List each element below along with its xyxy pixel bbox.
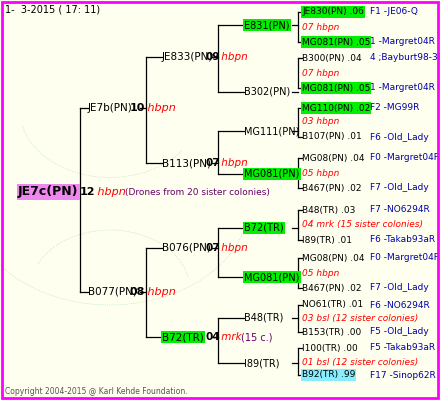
- Text: hbpn: hbpn: [94, 187, 126, 197]
- Text: B92(TR) .99: B92(TR) .99: [302, 370, 356, 380]
- Text: 12: 12: [80, 187, 95, 197]
- Text: MG081(PN): MG081(PN): [244, 272, 299, 282]
- Text: hbpn: hbpn: [218, 243, 248, 253]
- Text: hbpn: hbpn: [218, 158, 248, 168]
- Text: B72(TR): B72(TR): [244, 223, 284, 233]
- Text: 03 hbpn: 03 hbpn: [302, 118, 339, 126]
- Text: MG110(PN) .02: MG110(PN) .02: [302, 104, 370, 112]
- Text: 08: 08: [130, 287, 145, 297]
- Text: F7 -Old_Lady: F7 -Old_Lady: [370, 184, 429, 192]
- Text: 04 mrk (15 sister colonies): 04 mrk (15 sister colonies): [302, 220, 423, 230]
- Text: I100(TR) .00: I100(TR) .00: [302, 344, 358, 352]
- Text: F7 -Old_Lady: F7 -Old_Lady: [370, 284, 429, 292]
- Text: 03 bsl (12 sister colonies): 03 bsl (12 sister colonies): [302, 314, 418, 322]
- Text: B077(PN): B077(PN): [88, 287, 137, 297]
- Text: mrk: mrk: [218, 332, 242, 342]
- Text: MG081(PN) .05: MG081(PN) .05: [302, 84, 370, 92]
- Text: 1 -Margret04R: 1 -Margret04R: [370, 84, 435, 92]
- Text: 1-  3-2015 ( 17: 11): 1- 3-2015 ( 17: 11): [5, 5, 100, 15]
- Text: F1 -JE06-Q: F1 -JE06-Q: [370, 8, 418, 16]
- Text: 4 ;Bayburt98-3R: 4 ;Bayburt98-3R: [370, 54, 440, 62]
- Text: I89(TR) .01: I89(TR) .01: [302, 236, 352, 244]
- Text: hbpn: hbpn: [144, 103, 176, 113]
- Text: MG08(PN) .04: MG08(PN) .04: [302, 154, 364, 162]
- Text: 07 hbpn: 07 hbpn: [302, 68, 339, 78]
- Text: 10: 10: [130, 103, 145, 113]
- Text: B113(PN): B113(PN): [162, 158, 211, 168]
- Text: MG081(PN) .05: MG081(PN) .05: [302, 38, 370, 46]
- Text: MG111(PN): MG111(PN): [244, 126, 299, 136]
- Text: E831(PN): E831(PN): [244, 20, 290, 30]
- Text: 05 hbpn: 05 hbpn: [302, 268, 339, 278]
- Text: B467(PN) .02: B467(PN) .02: [302, 184, 362, 192]
- Text: F17 -Sinop62R: F17 -Sinop62R: [370, 370, 436, 380]
- Text: F0 -Margret04R: F0 -Margret04R: [370, 154, 440, 162]
- Text: 09: 09: [205, 52, 220, 62]
- Text: B72(TR): B72(TR): [162, 332, 204, 342]
- Text: 07: 07: [205, 243, 220, 253]
- Text: JE833(PN): JE833(PN): [162, 52, 213, 62]
- Text: F6 -Takab93aR: F6 -Takab93aR: [370, 236, 435, 244]
- Text: MG081(PN): MG081(PN): [244, 169, 299, 179]
- Text: MG08(PN) .04: MG08(PN) .04: [302, 254, 364, 262]
- Text: 07: 07: [205, 158, 220, 168]
- Text: 1 -Margret04R: 1 -Margret04R: [370, 38, 435, 46]
- Text: hbpn: hbpn: [218, 52, 248, 62]
- Text: hbpn: hbpn: [144, 287, 176, 297]
- Text: F5 -Old_Lady: F5 -Old_Lady: [370, 328, 429, 336]
- Text: F0 -Margret04R: F0 -Margret04R: [370, 254, 440, 262]
- Text: B076(PN): B076(PN): [162, 243, 211, 253]
- Text: B48(TR): B48(TR): [244, 313, 283, 323]
- Text: 04: 04: [205, 332, 220, 342]
- Text: B153(TR) .00: B153(TR) .00: [302, 328, 361, 336]
- Text: B300(PN) .04: B300(PN) .04: [302, 54, 362, 62]
- Text: F2 -MG99R: F2 -MG99R: [370, 104, 419, 112]
- Text: 07 hbpn: 07 hbpn: [302, 24, 339, 32]
- Text: B467(PN) .02: B467(PN) .02: [302, 284, 362, 292]
- Text: F5 -Takab93aR: F5 -Takab93aR: [370, 344, 435, 352]
- Text: I89(TR): I89(TR): [244, 358, 279, 368]
- Text: 05 hbpn: 05 hbpn: [302, 168, 339, 178]
- Text: (15 c.): (15 c.): [241, 332, 272, 342]
- Text: B48(TR) .03: B48(TR) .03: [302, 206, 356, 214]
- Text: F7 -NO6294R: F7 -NO6294R: [370, 206, 430, 214]
- Text: JE7b(PN): JE7b(PN): [88, 103, 133, 113]
- Text: NO61(TR) .01: NO61(TR) .01: [302, 300, 363, 310]
- Text: (Drones from 20 sister colonies): (Drones from 20 sister colonies): [125, 188, 270, 196]
- Text: F6 -Old_Lady: F6 -Old_Lady: [370, 132, 429, 142]
- Text: JE830(PN) .06: JE830(PN) .06: [302, 8, 364, 16]
- Text: 01 bsl (12 sister colonies): 01 bsl (12 sister colonies): [302, 358, 418, 366]
- Text: B302(PN): B302(PN): [244, 87, 290, 97]
- Text: JE7c(PN): JE7c(PN): [18, 186, 78, 198]
- Text: F6 -NO6294R: F6 -NO6294R: [370, 300, 430, 310]
- Text: Copyright 2004-2015 @ Karl Kehde Foundation.: Copyright 2004-2015 @ Karl Kehde Foundat…: [5, 388, 187, 396]
- Text: B107(PN) .01: B107(PN) .01: [302, 132, 362, 142]
